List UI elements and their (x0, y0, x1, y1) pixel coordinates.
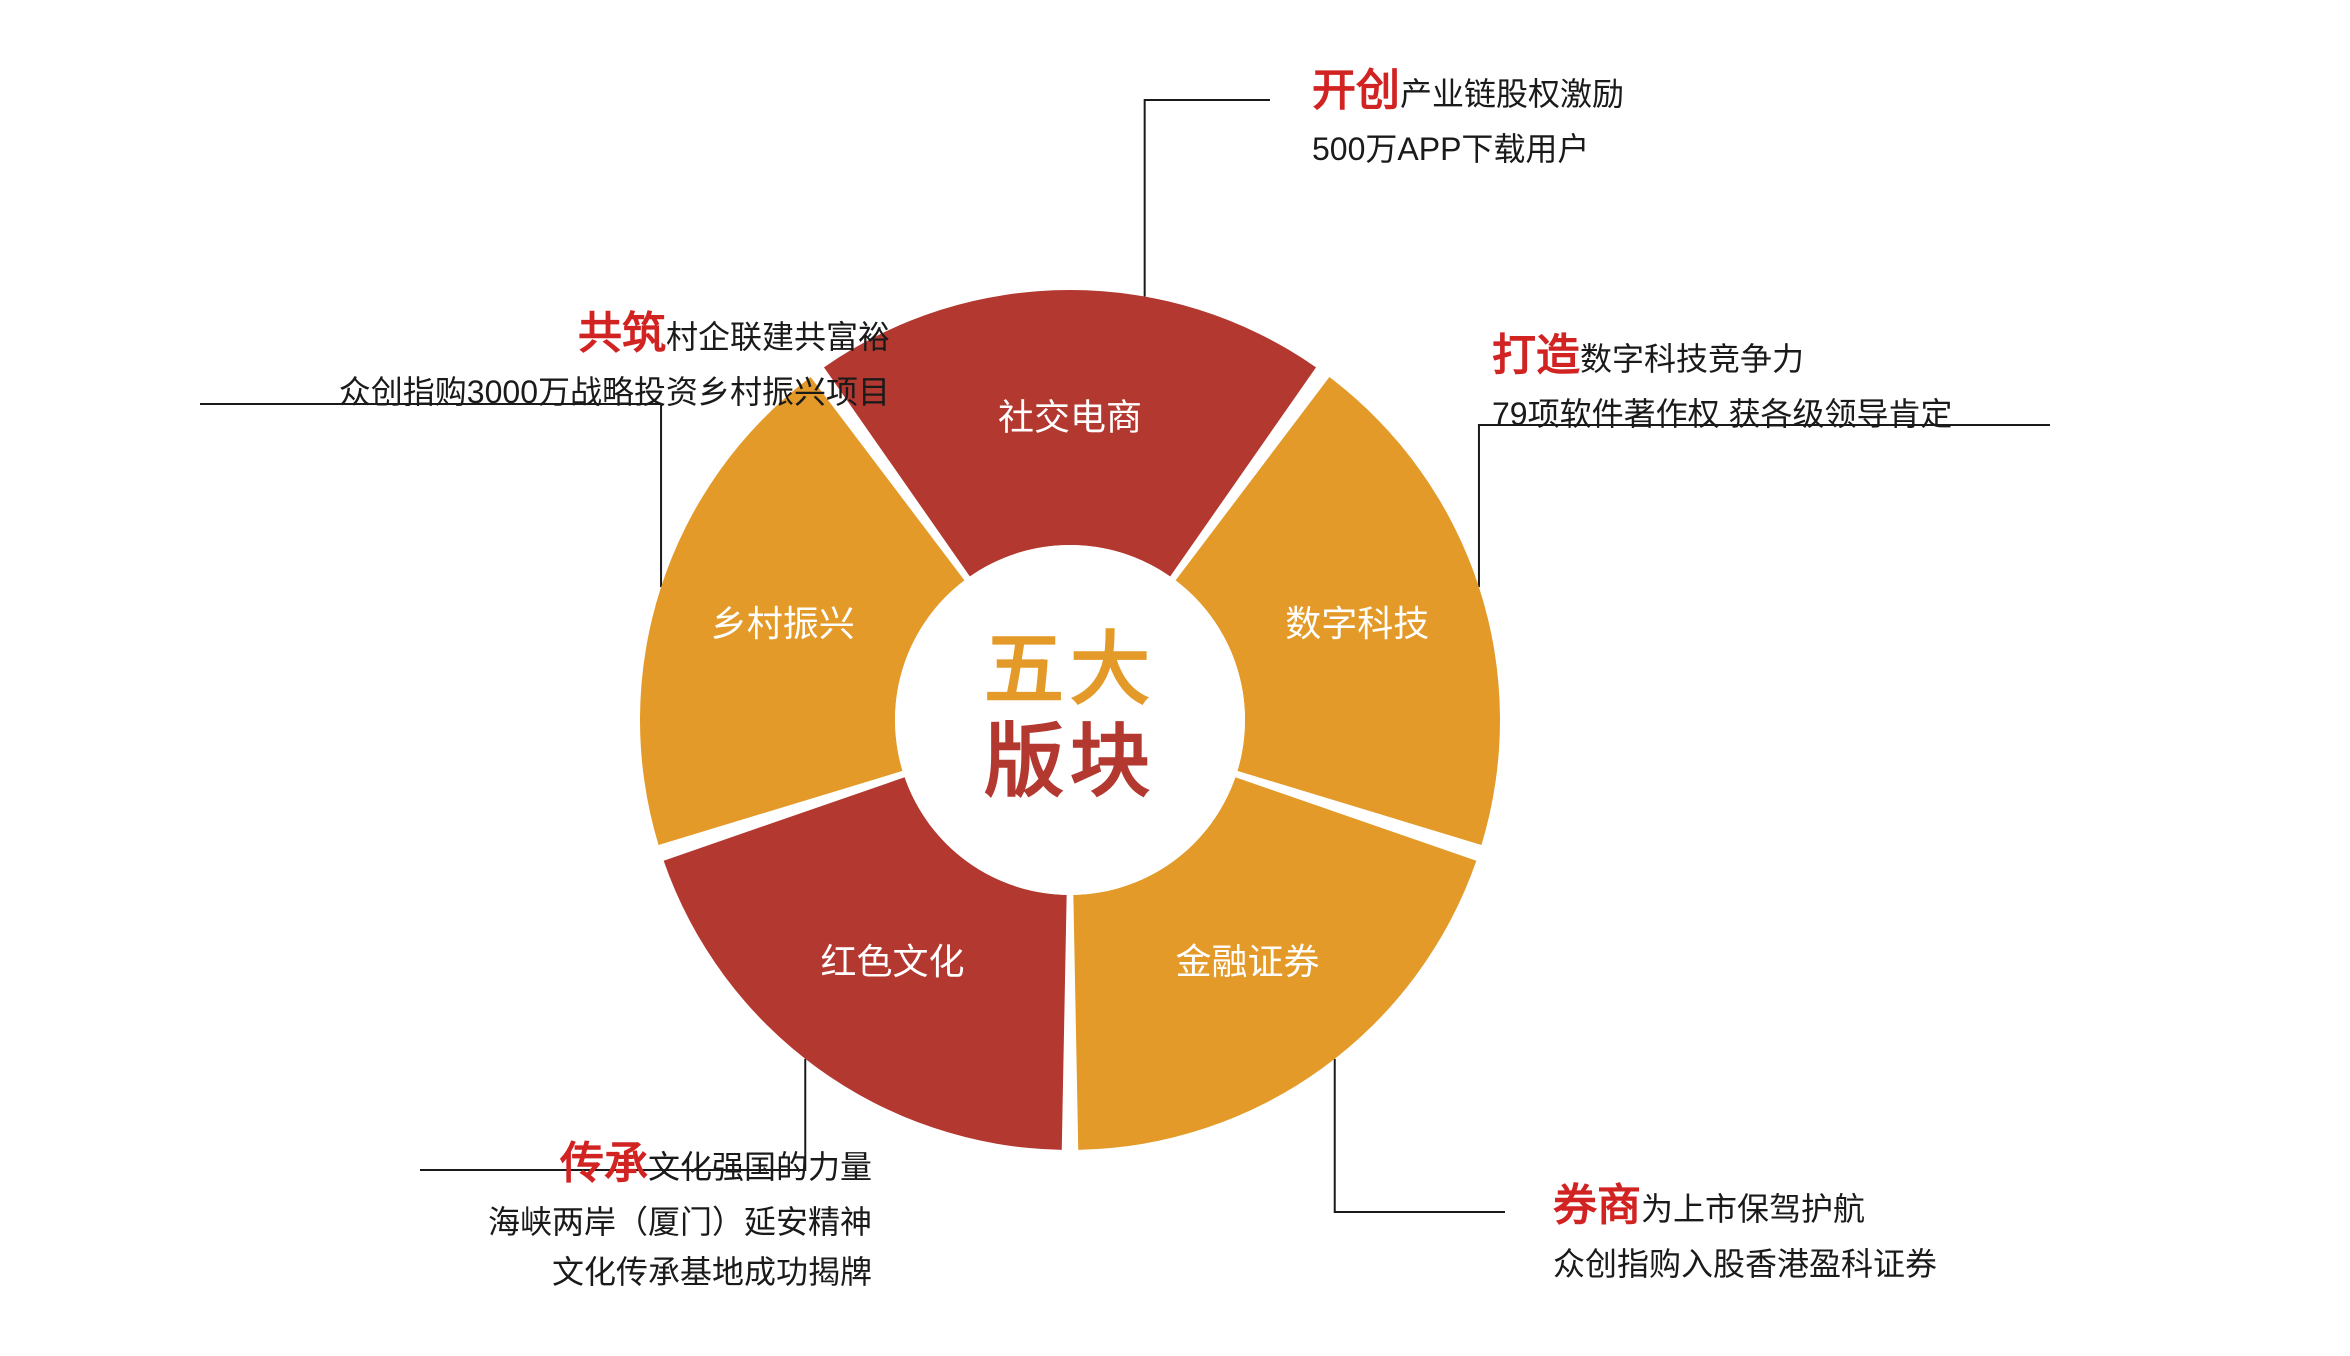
callout-text: 文化传承基地成功揭牌 (552, 1254, 872, 1290)
callout-text: 500万APP下载用户 (1312, 131, 1589, 167)
callout-c1: 打造数字科技竞争力 79项软件著作权 获各级领导肯定 (1492, 322, 1953, 440)
callout-line: 79项软件著作权 获各级领导肯定 (1492, 390, 1953, 440)
callout-line: 券商为上市保驾护航 (1553, 1172, 1937, 1240)
callout-keyword: 传承 (560, 1139, 648, 1188)
callout-c2: 券商为上市保驾护航众创指购入股香港盈科证券 (1553, 1172, 1937, 1290)
callout-text: 数字科技竞争力 (1580, 341, 1804, 377)
wheel-svg: 社交电商数字科技金融证券 红色文化 乡村振兴五大版块 (0, 0, 2350, 1356)
callout-line: 共筑村企联建共富裕 (339, 300, 890, 368)
callout-text: 海峡两岸（厦门）延安精神 (488, 1204, 872, 1240)
center-title-line1: 五大 (984, 625, 1156, 714)
leader-c4 (200, 404, 661, 587)
callout-text: 79项软件著作权 获各级领导肯定 (1492, 396, 1953, 432)
callout-c0: 开创产业链股权激励 500万APP下载用户 (1312, 57, 1624, 175)
callout-text: 产业链股权激励 (1400, 76, 1624, 112)
callout-c3: 传承文化强国的力量海峡两岸（厦门）延安精神文化传承基地成功揭牌 (488, 1130, 872, 1297)
segment-label-s4: 乡村振兴 (711, 603, 855, 644)
callout-keyword: 开创 (1312, 66, 1400, 115)
callout-text: 文化强国的力量 (648, 1149, 872, 1185)
callout-line: 文化传承基地成功揭牌 (488, 1248, 872, 1298)
center-title-line2: 版块 (984, 717, 1156, 806)
callout-line: 500万APP下载用户 (1312, 125, 1624, 175)
leader-c1 (1479, 425, 2050, 587)
callout-text: 众创指购入股香港盈科证券 (1553, 1246, 1937, 1282)
callout-keyword: 共筑 (578, 309, 666, 358)
callout-text: 为上市保驾护航 (1641, 1191, 1865, 1227)
callout-text: 村企联建共富裕 (666, 319, 890, 355)
callout-line: 打造数字科技竞争力 (1492, 322, 1953, 390)
leader-c0 (1145, 100, 1270, 297)
callout-keyword: 券商 (1553, 1181, 1641, 1230)
diagram-stage: 社交电商数字科技金融证券 红色文化 乡村振兴五大版块 开创产业链股权激励 500万AP… (0, 0, 2350, 1356)
segment-label-s2: 金融证券 (1176, 941, 1320, 982)
callout-line: 开创产业链股权激励 (1312, 57, 1624, 125)
callout-line: 传承文化强国的力量 (488, 1130, 872, 1198)
callout-c4: 共筑村企联建共富裕众创指购3000万战略投资乡村振兴项目 (339, 300, 890, 418)
callout-line: 众创指购入股香港盈科证券 (1553, 1240, 1937, 1290)
segment-label-s0: 社交电商 (998, 397, 1142, 438)
callout-text: 众创指购3000万战略投资乡村振兴项目 (339, 374, 890, 410)
callout-line: 海峡两岸（厦门）延安精神 (488, 1198, 872, 1248)
callout-keyword: 打造 (1492, 331, 1580, 380)
segment-label-s1: 数字科技 (1285, 603, 1429, 644)
segment-label-s3: 红色文化 (820, 941, 964, 982)
leader-c2 (1335, 1059, 1505, 1212)
callout-line: 众创指购3000万战略投资乡村振兴项目 (339, 368, 890, 418)
